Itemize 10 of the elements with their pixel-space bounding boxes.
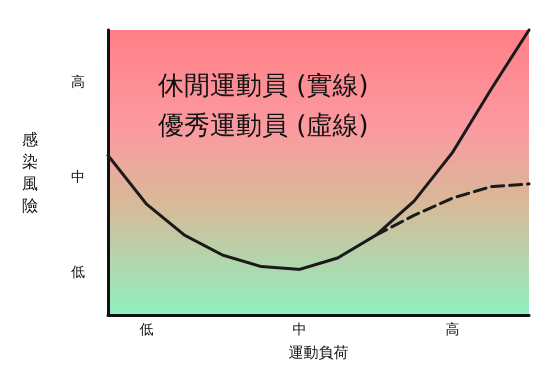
y-axis-title: 感染風險 — [22, 130, 38, 215]
annotation: 休閒運動員 (實線) — [158, 71, 369, 101]
text: 中 — [71, 169, 85, 186]
x-tick-label: 中 — [292, 322, 306, 338]
annotation: 優秀運動員 (虛線) — [158, 111, 369, 141]
text: 低 — [71, 264, 85, 280]
text: 高 — [71, 74, 85, 90]
x-tick-label: 低 — [139, 322, 154, 338]
x-tick-label: 高 — [445, 322, 460, 338]
x-axis-title: 運動負荷 — [288, 344, 348, 362]
